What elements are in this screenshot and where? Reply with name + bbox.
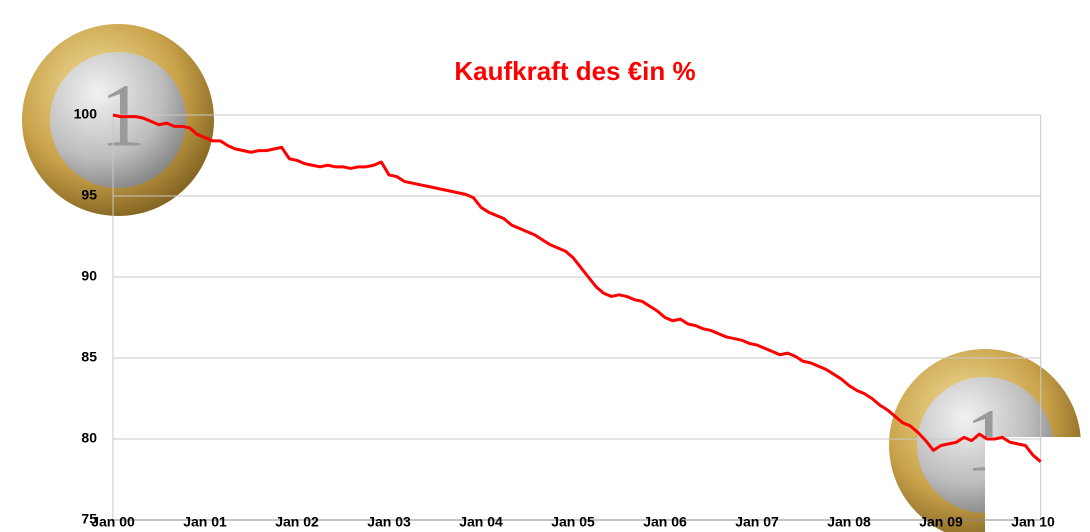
y-tick-label: 85: [81, 349, 97, 365]
y-tick-label: 90: [81, 268, 97, 284]
coin: 1: [22, 24, 214, 216]
chart-title: Kaufkraft des €in %: [454, 56, 695, 86]
x-tick-label: Jan 02: [275, 514, 319, 530]
x-tick-label: Jan 00: [91, 514, 135, 530]
x-tick-label: Jan 09: [919, 514, 963, 530]
y-tick-label: 75: [81, 511, 97, 527]
x-tick-label: Jan 06: [643, 514, 687, 530]
x-tick-label: Jan 04: [459, 514, 503, 530]
y-tick-label: 80: [81, 430, 97, 446]
x-tick-label: Jan 05: [551, 514, 595, 530]
x-tick-label: Jan 10: [1011, 514, 1055, 530]
y-tick-label: 100: [74, 106, 98, 122]
x-tick-label: Jan 01: [183, 514, 227, 530]
x-tick-label: Jan 03: [367, 514, 411, 530]
y-tick-label: 95: [81, 187, 97, 203]
x-tick-label: Jan 08: [827, 514, 871, 530]
line: [112, 113, 1042, 463]
x-tick-label: Jan 07: [735, 514, 779, 530]
cover: [985, 437, 1090, 532]
